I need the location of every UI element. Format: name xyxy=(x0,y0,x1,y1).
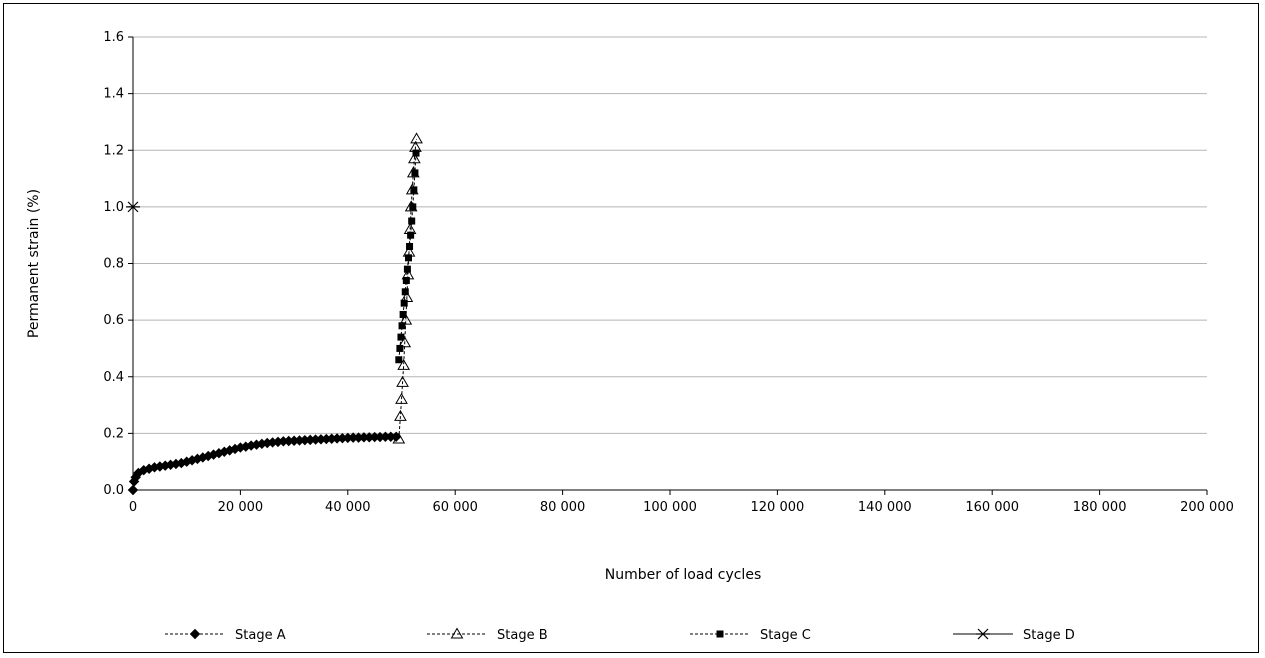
data-point xyxy=(394,409,407,421)
data-point xyxy=(410,186,418,194)
data-point xyxy=(408,217,416,225)
x-tick-label: 0 xyxy=(129,500,137,515)
y-axis-title: Permanent strain (%) xyxy=(26,189,42,338)
data-point xyxy=(410,132,423,144)
series-stage-b xyxy=(392,132,423,444)
x-tick-label: 60 000 xyxy=(432,500,478,515)
data-point xyxy=(127,484,139,496)
chart-frame xyxy=(3,3,1259,653)
legend-label: Stage C xyxy=(760,628,811,643)
data-point xyxy=(407,231,415,239)
legend-item: Stage D xyxy=(953,628,1075,643)
y-tick-label: 1.4 xyxy=(103,87,124,102)
data-point xyxy=(401,288,409,296)
data-point xyxy=(402,276,410,284)
data-point xyxy=(396,375,409,387)
legend-marker xyxy=(189,628,201,640)
x-tick-label: 100 000 xyxy=(643,500,697,515)
data-point xyxy=(392,432,406,444)
x-axis-title: Number of load cycles xyxy=(605,567,761,583)
legend-item: Stage B xyxy=(427,627,548,643)
data-point xyxy=(406,243,414,251)
data-point xyxy=(408,152,421,164)
y-tick-label: 1.0 xyxy=(103,200,124,215)
x-tick-label: 200 000 xyxy=(1180,500,1234,515)
y-tick-label: 0.8 xyxy=(103,257,124,272)
x-tick-label: 20 000 xyxy=(218,500,264,515)
x-tick-label: 80 000 xyxy=(540,500,586,515)
y-tick-label: 1.2 xyxy=(103,143,124,158)
legend-marker xyxy=(716,630,724,638)
data-point xyxy=(126,201,140,213)
data-point xyxy=(390,431,402,442)
legend-label: Stage B xyxy=(497,628,548,643)
data-point xyxy=(397,358,411,370)
data-point xyxy=(398,336,412,348)
y-tick-label: 1.6 xyxy=(103,30,124,45)
y-tick-label: 0.0 xyxy=(103,483,124,498)
x-tick-label: 160 000 xyxy=(965,500,1019,515)
y-tick-label: 0.2 xyxy=(103,426,124,441)
series-stage-c xyxy=(395,149,420,364)
legend-label: Stage A xyxy=(235,628,286,643)
axes: 0.0 0.2 0.4 0.6 0.8 1.0 1.2 1.4 1.6 0 20 000 40 000… xyxy=(103,30,1234,515)
data-point xyxy=(395,356,403,364)
legend-marker xyxy=(450,627,464,639)
data-point xyxy=(411,169,419,177)
series-stage-a xyxy=(127,431,402,496)
series-stage-d xyxy=(126,201,140,213)
data-point xyxy=(412,149,420,157)
x-tick-label: 140 000 xyxy=(858,500,912,515)
grid-lines xyxy=(133,36,1207,434)
plot-area xyxy=(126,132,423,496)
x-tick-label: 180 000 xyxy=(1073,500,1127,515)
legend: Stage A Stage B Stage C Stage D xyxy=(165,627,1075,643)
y-tick-label: 0.6 xyxy=(103,313,124,328)
data-point xyxy=(400,299,408,307)
data-point xyxy=(404,254,412,262)
legend-marker xyxy=(976,628,990,640)
data-point xyxy=(409,203,417,211)
legend-label: Stage D xyxy=(1023,628,1075,643)
y-tick-label: 0.4 xyxy=(103,370,124,385)
data-point xyxy=(395,392,408,404)
data-point xyxy=(398,322,406,330)
data-point xyxy=(397,333,405,341)
x-tick-label: 40 000 xyxy=(325,500,371,515)
data-point xyxy=(403,265,411,273)
data-point xyxy=(399,310,407,318)
legend-item: Stage A xyxy=(165,628,286,643)
data-point xyxy=(396,344,404,352)
legend-item: Stage C xyxy=(690,628,811,643)
x-tick-label: 120 000 xyxy=(751,500,805,515)
